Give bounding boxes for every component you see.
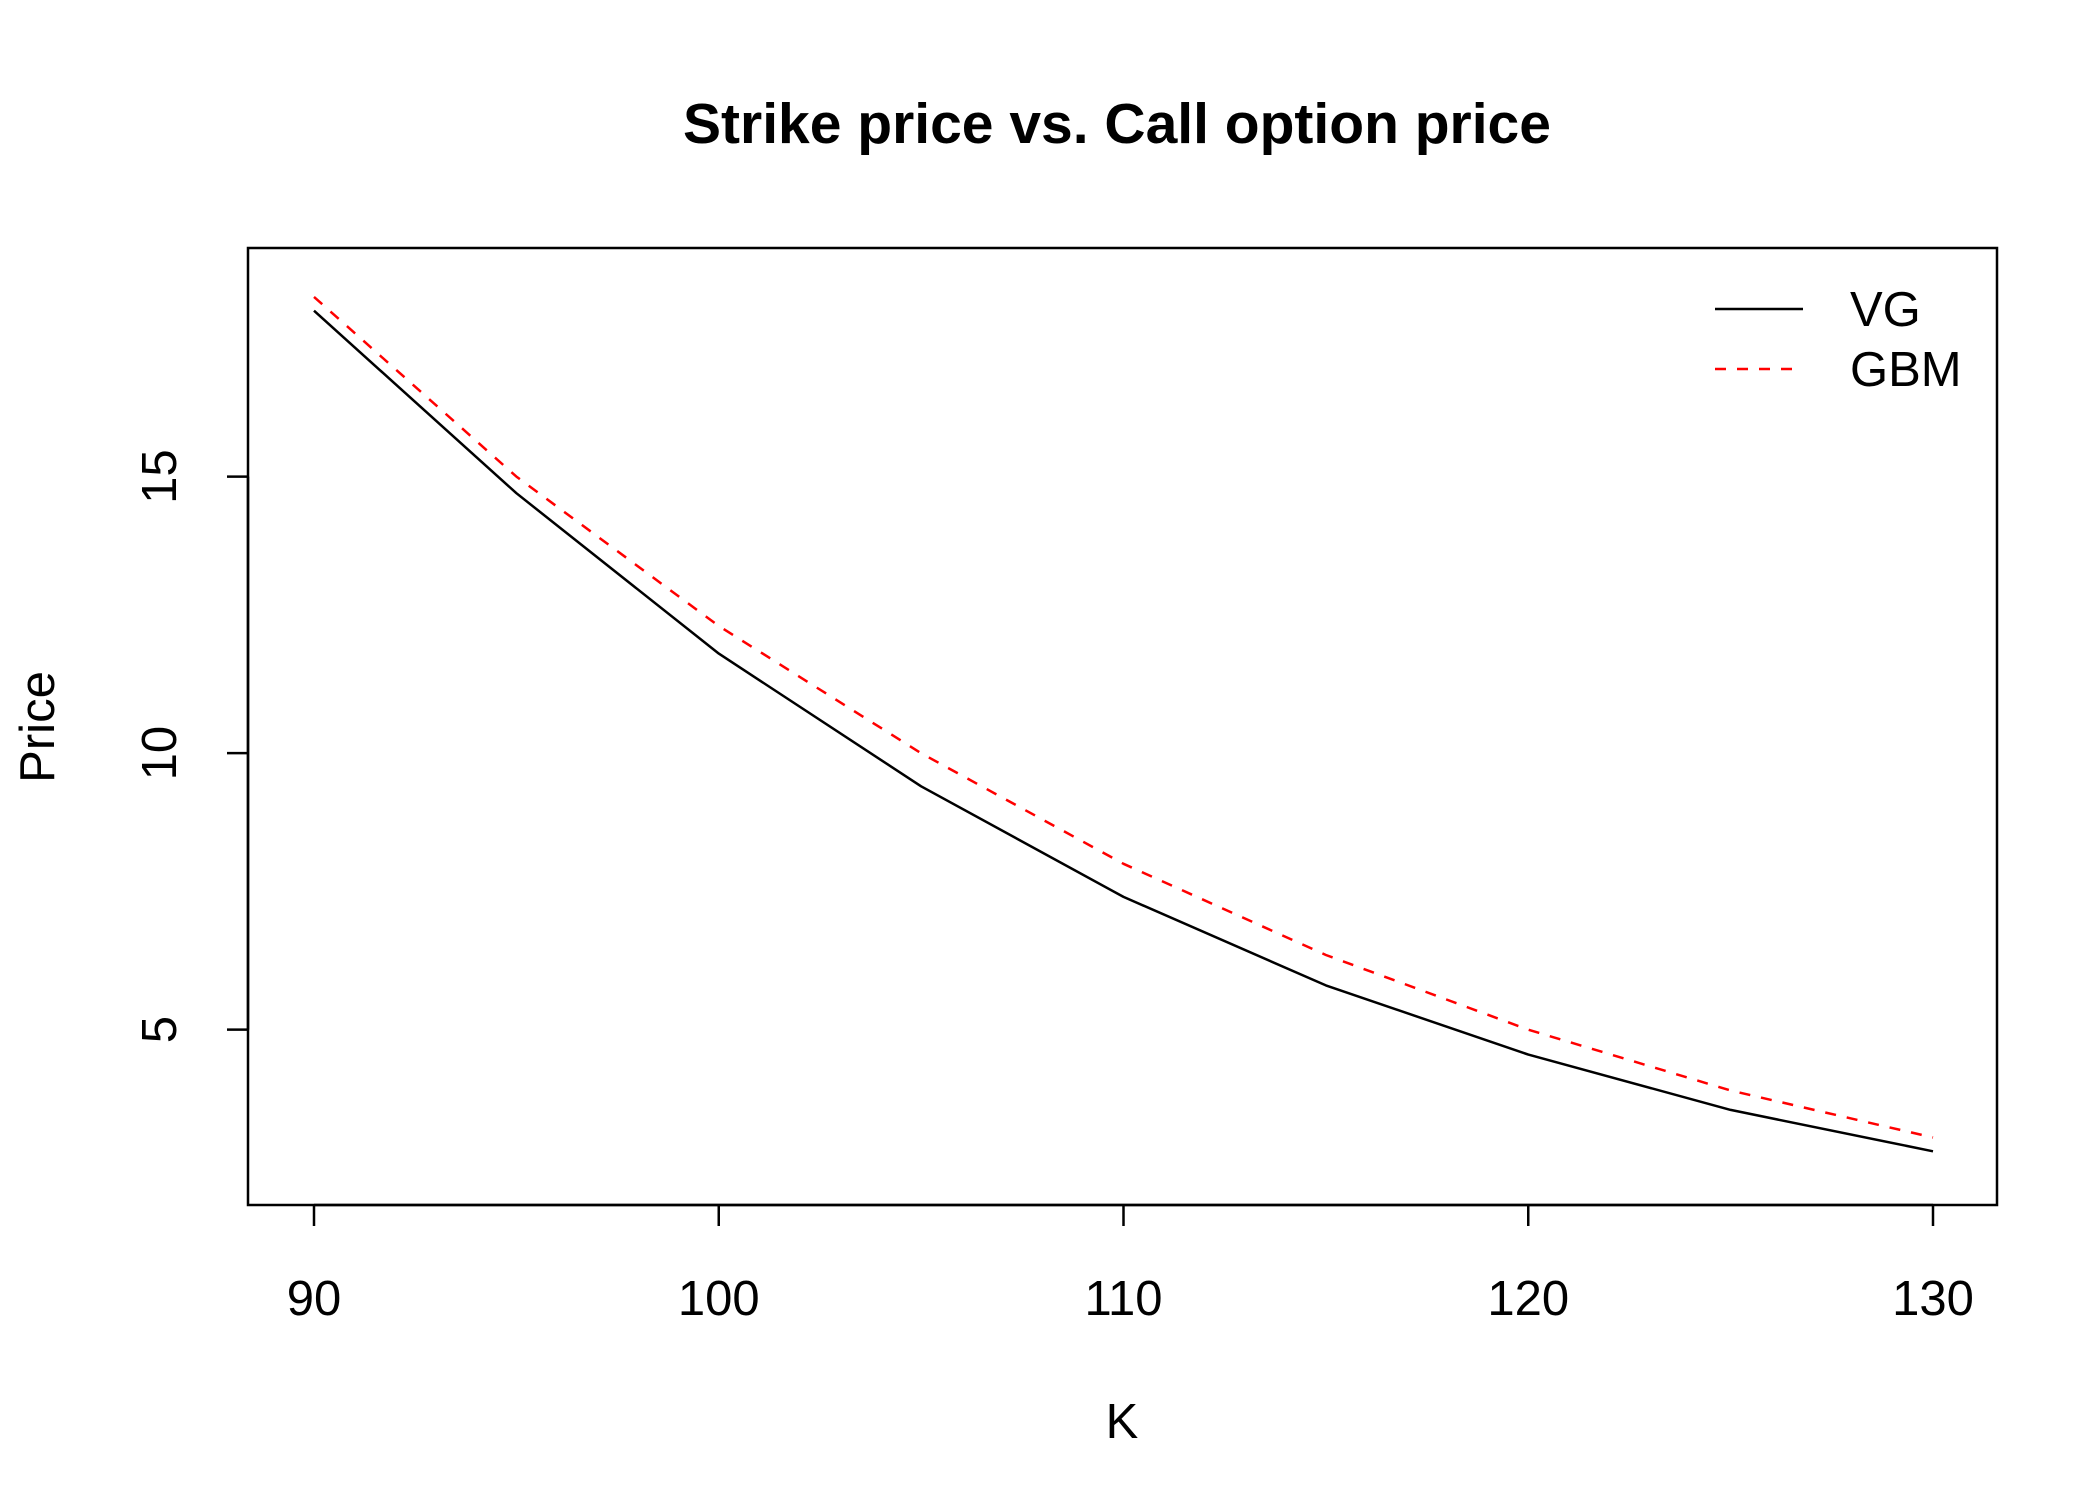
y-tick-label: 5 [133, 1016, 187, 1043]
x-axis: 90 100 110 120 130 [287, 1203, 1974, 1326]
x-tick-label: 130 [1892, 1272, 1974, 1326]
legend-label-vg: VG [1850, 283, 1921, 337]
series-line-gbm [313, 295, 1934, 1139]
y-axis-label: Price [11, 671, 65, 783]
x-tick-label: 110 [1084, 1272, 1162, 1326]
y-tick-label: 15 [133, 449, 187, 504]
series-layer [313, 295, 1934, 1153]
plot-frame [246, 246, 1999, 1207]
x-tick-label: 100 [678, 1272, 760, 1326]
y-axis: 5 10 15 [133, 449, 250, 1043]
y-tick-label: 10 [133, 726, 187, 781]
x-tick-label: 90 [287, 1272, 342, 1326]
legend-label-gbm: GBM [1850, 343, 1962, 397]
x-axis-label: K [1106, 1395, 1139, 1449]
series-line-vg [313, 309, 1934, 1153]
x-tick-label: 120 [1487, 1272, 1569, 1326]
legend: VG GBM [1715, 283, 1962, 397]
chart-title: Strike price vs. Call option price [683, 92, 1551, 156]
